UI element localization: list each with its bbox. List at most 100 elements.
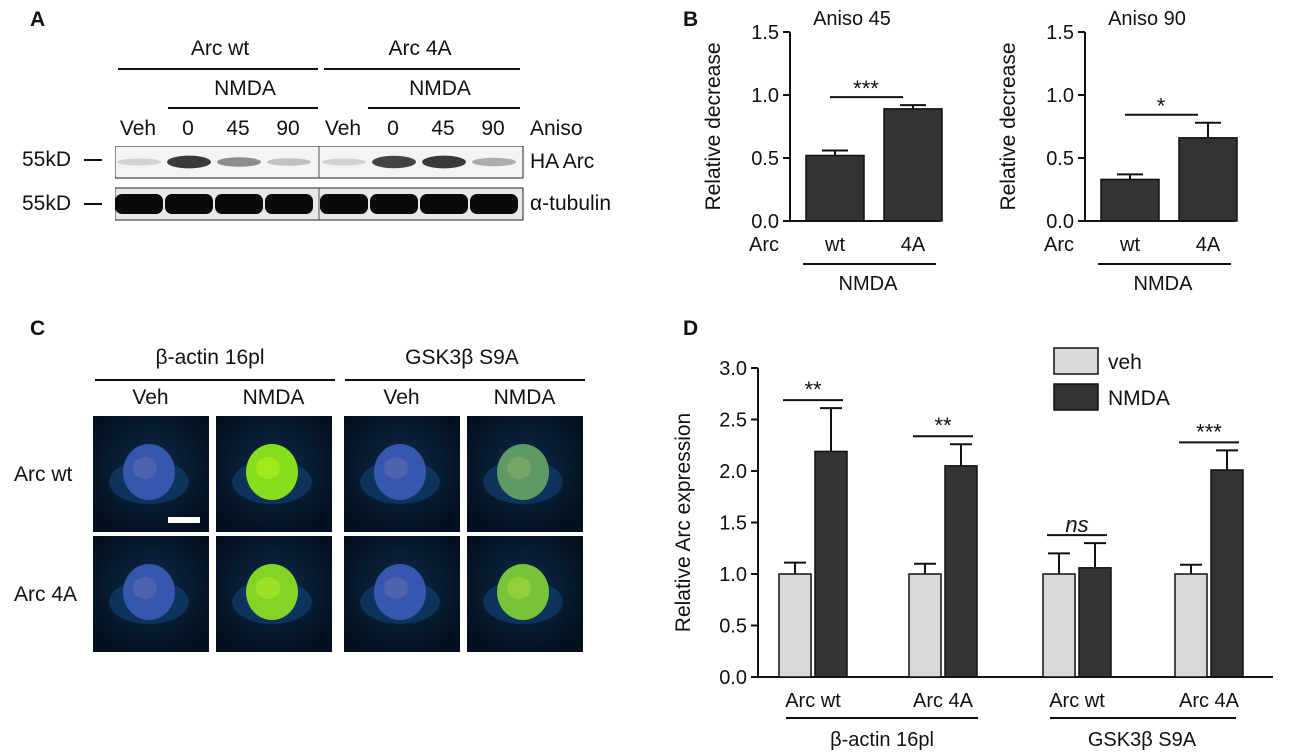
bar-veh (1042, 573, 1076, 678)
x-tick-label: Arc 4A (1179, 690, 1240, 712)
bar (1178, 137, 1238, 222)
chart-title: Aniso 45 (813, 8, 891, 30)
x-tick-label: 4A (901, 234, 926, 256)
ha-arc-band (472, 157, 516, 167)
x-group-prefix: Arc (749, 234, 779, 256)
tubulin-band (265, 194, 313, 214)
panel-a-nmda-line-4a (368, 107, 520, 109)
y-tick-label: 1.5 (719, 513, 747, 535)
bar (883, 108, 943, 222)
nucleus-core (507, 577, 531, 599)
nucleus-core (384, 577, 408, 599)
chart-aniso-90: Aniso 90 0.0 0.5 1.0 1.5 Relative decrease wt 4… (997, 8, 1238, 295)
tubulin-band (165, 194, 213, 214)
y-tick-label: 0.5 (1046, 148, 1074, 170)
micrograph-cell (344, 416, 460, 532)
y-tick-label: 3.0 (719, 358, 747, 380)
aniso-label: Aniso (530, 117, 583, 140)
y-tick-label: 1.0 (1046, 85, 1074, 107)
y-axis-label: Relative decrease (702, 42, 725, 210)
nucleus-core (507, 457, 531, 479)
marker-label-ha: 55kD (22, 148, 72, 171)
significance-marker: *** (853, 76, 879, 101)
bar (805, 154, 865, 222)
ha-arc-band (372, 155, 416, 169)
micrograph-cell (216, 536, 332, 652)
ha-arc-band (322, 158, 366, 166)
nucleus-core (133, 577, 157, 599)
panel-c-group-line (95, 379, 335, 381)
chart-relative-arc-expression: 0.0 0.5 1.0 1.5 2.0 2.5 3.0 Relative Arc expres… (672, 347, 1273, 751)
micrograph-grid (93, 416, 583, 652)
legend-swatch (1053, 383, 1099, 411)
y-tick-label: 0.0 (1046, 211, 1074, 233)
x-group-label: β-actin 16pl (830, 729, 934, 751)
tubulin-band (215, 194, 263, 214)
nucleus-core (384, 457, 408, 479)
bar-veh (908, 573, 942, 678)
panel-c-group-label: GSK3β S9A (405, 346, 519, 369)
ha-arc-band (117, 158, 161, 166)
western-blot (115, 146, 524, 221)
bar-nmda (944, 465, 978, 678)
lane-label: 0 (182, 117, 194, 140)
tubulin-label: α-tubulin (530, 192, 612, 215)
panel-c-column-label: Veh (132, 386, 169, 409)
x-group-label: NMDA (1134, 273, 1194, 295)
bar-veh (778, 573, 812, 678)
x-tick-label: Arc 4A (913, 690, 974, 712)
x-tick-label: wt (824, 234, 845, 256)
panel-d-label: D (683, 317, 699, 340)
y-tick-label: 2.5 (719, 410, 747, 432)
micrograph-cell (216, 416, 332, 532)
panel-a-group-arc-4a: Arc 4A (388, 37, 452, 60)
lane-label: 45 (431, 117, 455, 140)
bar-nmda (814, 450, 848, 678)
panel-a-group-line-4a (324, 68, 520, 70)
marker-tick (84, 203, 102, 205)
x-group-prefix: Arc (1044, 234, 1074, 256)
y-tick-label: 0.5 (719, 616, 747, 638)
panel-a-label: A (30, 8, 46, 31)
legend-label: NMDA (1108, 387, 1170, 410)
marker-tick (84, 159, 102, 161)
lane-label: 90 (276, 117, 300, 140)
panel-a-nmda-4a: NMDA (409, 77, 471, 100)
panel-c-group-line (345, 379, 585, 381)
panel-a-group-line-wt (118, 68, 318, 70)
significance-marker: *** (1196, 419, 1222, 444)
chart-title: Aniso 90 (1108, 8, 1186, 30)
panel-c-row-label: Arc 4A (14, 583, 78, 606)
chart-aniso-45: Aniso 45 0.0 0.5 1.0 1.5 Relative decrease wt 4… (702, 8, 943, 295)
panel-c-row-label: Arc wt (14, 463, 73, 486)
panel-a-nmda-line-wt (168, 107, 318, 109)
x-tick-label: Arc wt (1049, 690, 1105, 712)
significance-marker: * (1157, 94, 1166, 119)
bar-veh (1174, 573, 1208, 678)
lane-label: Veh (119, 117, 157, 140)
x-tick-label: Arc wt (785, 690, 841, 712)
x-tick-label: wt (1119, 234, 1140, 256)
x-group-label: GSK3β S9A (1088, 729, 1197, 751)
micrograph-cell (467, 536, 583, 652)
tubulin-band (370, 194, 418, 214)
nucleus-core (256, 457, 280, 479)
tubulin-band (115, 194, 163, 214)
tubulin-band (470, 194, 518, 214)
y-tick-label: 1.0 (719, 564, 747, 586)
micrograph-cell (467, 416, 583, 532)
y-tick-label: 0.0 (719, 667, 747, 689)
micrograph-cell (93, 416, 209, 532)
legend-swatch (1053, 347, 1099, 375)
x-group-label: NMDA (839, 273, 899, 295)
tubulin-band (420, 194, 468, 214)
ha-arc-band (217, 157, 261, 167)
ha-arc-band (422, 155, 466, 169)
scale-bar (168, 517, 200, 523)
significance-marker: ** (804, 377, 822, 402)
legend-label: veh (1108, 351, 1142, 374)
marker-label-tubulin: 55kD (22, 192, 72, 215)
significance-marker: ** (934, 413, 952, 438)
micrograph-cell (93, 536, 209, 652)
panel-c-column-label: NMDA (242, 386, 305, 409)
